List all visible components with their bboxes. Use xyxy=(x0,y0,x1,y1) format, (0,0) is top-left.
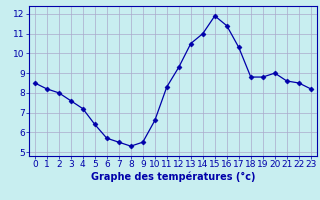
X-axis label: Graphe des températures (°c): Graphe des températures (°c) xyxy=(91,172,255,182)
